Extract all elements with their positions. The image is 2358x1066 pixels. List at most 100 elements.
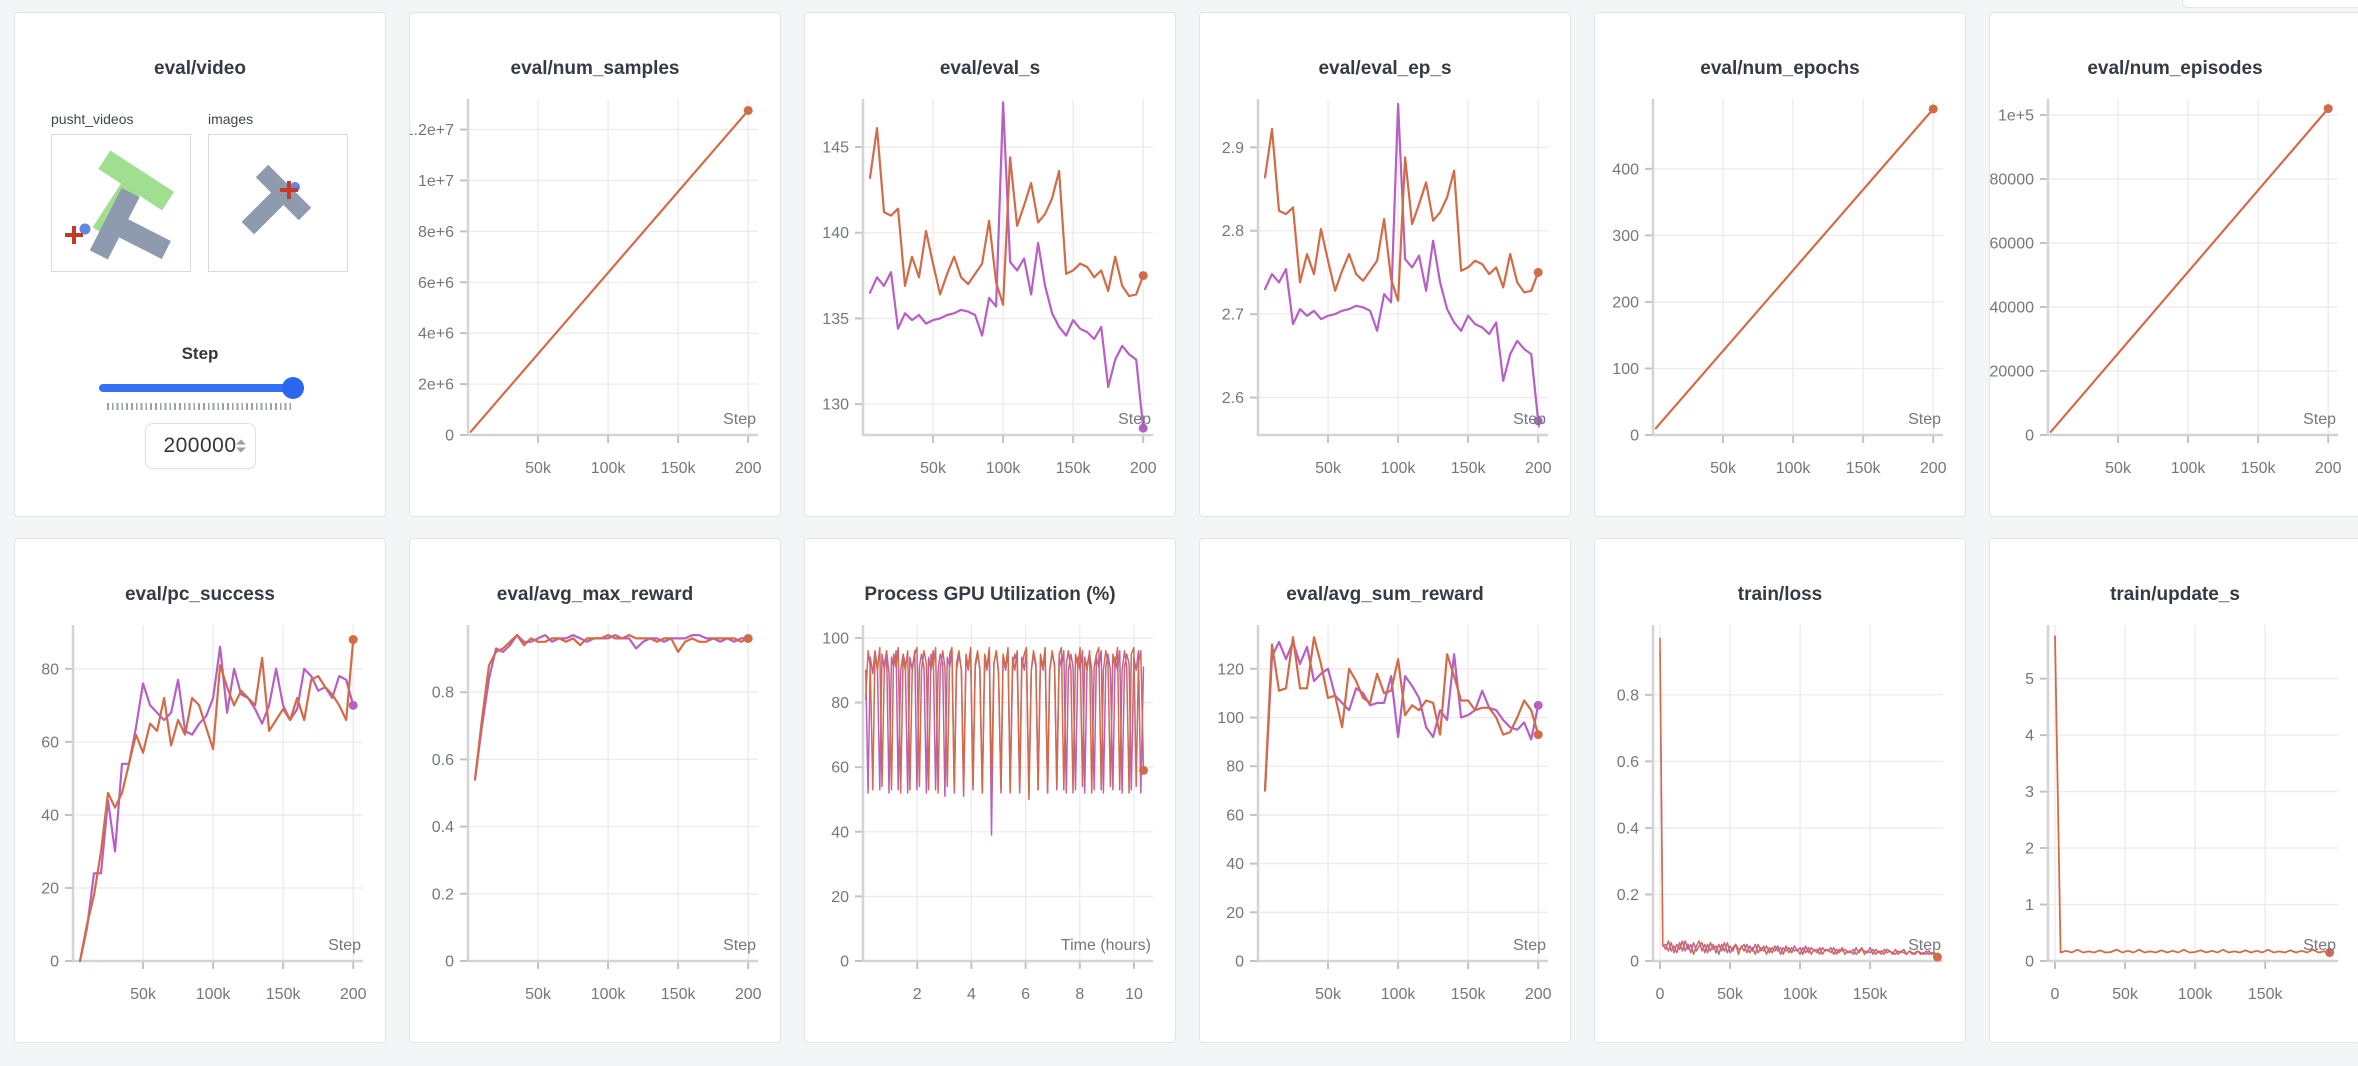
- chart-panel-eval-eval-s[interactable]: eval/eval_s 50k 100k 150k 200 130 135 140 145 Ste…: [804, 12, 1176, 517]
- y-tick-label: 130: [822, 397, 849, 414]
- x-tick-label: 100k: [2171, 460, 2207, 477]
- y-tick-label: 0.2: [1617, 887, 1639, 904]
- x-axis-label: Step: [1513, 937, 1546, 954]
- y-tick-label: 2.7: [1222, 307, 1244, 324]
- y-tick-label: 60: [831, 760, 849, 777]
- y-tick-label: 5: [2025, 671, 2034, 688]
- stepper-up-icon[interactable]: [235, 439, 246, 445]
- slider-ruler: [107, 403, 291, 410]
- chart-canvas[interactable]: 50k 100k 150k 200 0 20000 40000 60000 80000 1e+5 S…: [1990, 83, 2358, 513]
- x-tick-label: 150k: [1056, 460, 1092, 477]
- chart-canvas[interactable]: 50k 100k 150k 200 0 20 40 60 80 100 120 Step: [1200, 609, 1572, 1039]
- y-tick-label: 0.6: [1617, 754, 1639, 771]
- chart-canvas[interactable]: 50k 100k 150k 200 0 100 200 300 400 Step: [1595, 83, 1967, 513]
- media-item-images: images: [208, 111, 348, 272]
- end-marker-orange-run: [1139, 765, 1149, 775]
- y-tick-label: 60: [41, 734, 59, 751]
- x-axis-label: Step: [1118, 411, 1151, 428]
- x-tick-label: 50k: [2105, 460, 2132, 477]
- x-tick-label: 200: [2315, 460, 2342, 477]
- end-marker-orange-run: [743, 105, 753, 115]
- end-marker-orange-run: [2323, 104, 2333, 114]
- chart-panel-eval-avg-max-reward[interactable]: eval/avg_max_reward 50k 100k 150k 200 0 0.2 0.4…: [409, 538, 781, 1043]
- chart-canvas[interactable]: 50k 100k 150k 200 0 2e+6 4e+6 6e+6 8e+6 1e+7 1.2e+…: [410, 83, 782, 513]
- y-tick-label: 1e+5: [1998, 108, 2034, 125]
- y-tick-label: 145: [822, 140, 849, 157]
- slider-track[interactable]: [99, 384, 301, 392]
- y-tick-label: 80000: [1990, 172, 2034, 189]
- end-marker-orange-run: [2325, 948, 2335, 958]
- x-tick-label: 50k: [1315, 986, 1342, 1003]
- y-tick-label: 120: [1217, 661, 1244, 678]
- x-tick-label: 150k: [661, 986, 697, 1003]
- step-slider[interactable]: [15, 376, 385, 400]
- y-tick-label: 0: [2025, 428, 2034, 445]
- stepper-down-icon[interactable]: [235, 447, 246, 453]
- slider-thumb[interactable]: [282, 377, 304, 399]
- x-axis-label: Step: [1908, 937, 1941, 954]
- y-tick-label: 20: [831, 889, 849, 906]
- step-value: 200000: [163, 434, 237, 457]
- chart-panel-eval-num-episodes[interactable]: eval/num_episodes 50k 100k 150k 200 0 20000 400…: [1989, 12, 2358, 517]
- media-panel-eval-video[interactable]: eval/video pusht_videos: [14, 12, 386, 517]
- y-tick-label: 300: [1612, 228, 1639, 245]
- series-orange-run: [864, 646, 1145, 801]
- chart-panel-eval-num-samples[interactable]: eval/num_samples 50k 100k 150k 200 0 2e+6 4e+6 6…: [409, 12, 781, 517]
- chart-canvas[interactable]: 50k 100k 150k 200 130 135 140 145 Step: [805, 83, 1177, 513]
- y-tick-label: 1.2e+7: [410, 122, 454, 139]
- step-slider-label: Step: [181, 344, 219, 363]
- chart-canvas[interactable]: 50k 100k 150k 200 0 0.2 0.4 0.6 0.8 Step: [410, 609, 782, 1039]
- y-tick-label: 135: [822, 311, 849, 328]
- chart-panel-eval-pc-success[interactable]: eval/pc_success 50k 100k 150k 200 0 20 40 60 80 St…: [14, 538, 386, 1043]
- chart-canvas[interactable]: 50k 100k 150k 200 0 20 40 60 80 Step: [15, 609, 387, 1039]
- chart-panel-process-gpu-utilization[interactable]: Process GPU Utilization (%) 2 4 6 8 10 0 20 40 60…: [804, 538, 1176, 1043]
- chart-canvas[interactable]: 0 50k 100k 150k 0 0.2 0.4 0.6 0.8 Step: [1595, 609, 1967, 1039]
- x-tick-label: 100k: [986, 460, 1022, 477]
- y-tick-label: 20: [41, 880, 59, 897]
- x-tick-label: 100k: [1776, 460, 1812, 477]
- x-tick-label: 50k: [1315, 460, 1342, 477]
- series-orange-run: [1263, 127, 1540, 302]
- step-value-input[interactable]: 200000: [144, 423, 256, 469]
- x-tick-label: 100k: [1381, 460, 1417, 477]
- chart-title: eval/avg_sum_reward: [1286, 584, 1484, 605]
- x-axis-label: Step: [1908, 411, 1941, 428]
- y-tick-label: 2.8: [1222, 223, 1244, 240]
- series-orange-run: [473, 634, 750, 781]
- x-tick-label: 150k: [2248, 986, 2284, 1003]
- x-tick-label: 200: [1920, 460, 1947, 477]
- series-orange-run: [2049, 107, 2330, 433]
- x-tick-label: 100k: [591, 986, 627, 1003]
- chart-panel-eval-eval-ep-s[interactable]: eval/eval_ep_s 50k 100k 150k 200 2.6 2.7 2.8 2.9…: [1199, 12, 1571, 517]
- image-thumbnail[interactable]: [208, 134, 348, 272]
- y-tick-label: 40: [41, 807, 59, 824]
- series-purple-run: [1659, 650, 1939, 957]
- chart-panel-train-loss[interactable]: train/loss 0 50k 100k 150k 0 0.2 0.4 0.6 0.8 Step: [1594, 538, 1966, 1043]
- series-purple-run: [1263, 102, 1540, 422]
- y-tick-label: 0: [50, 954, 59, 971]
- x-tick-label: 100k: [2178, 986, 2214, 1003]
- chart-panel-eval-num-epochs[interactable]: eval/num_epochs 50k 100k 150k 200 0 100 200 300 4…: [1594, 12, 1966, 517]
- x-tick-label: 150k: [1846, 460, 1882, 477]
- chart-canvas[interactable]: 50k 100k 150k 200 2.6 2.7 2.8 2.9 Step: [1200, 83, 1572, 513]
- chart-title: eval/avg_max_reward: [496, 584, 694, 605]
- end-marker-orange-run: [1533, 730, 1543, 740]
- series-purple-run: [473, 634, 750, 781]
- chart-title: train/update_s: [2110, 584, 2240, 605]
- y-tick-label: 200: [1612, 294, 1639, 311]
- chart-canvas[interactable]: 0 50k 100k 150k 0 1 2 3 4 5 Step: [1990, 609, 2358, 1039]
- x-tick-label: 50k: [920, 460, 947, 477]
- series-orange-run: [1654, 107, 1935, 430]
- end-marker-purple-run: [1533, 700, 1543, 710]
- y-tick-label: 2e+6: [418, 377, 454, 394]
- panel-grid: eval/video pusht_videos: [14, 12, 2358, 1043]
- y-tick-label: 0.4: [432, 819, 454, 836]
- end-marker-orange-run: [1932, 952, 1942, 962]
- y-tick-label: 0.6: [432, 752, 454, 769]
- y-tick-label: 0: [445, 954, 454, 971]
- chart-panel-train-update-s[interactable]: train/update_s 0 50k 100k 150k 0 1 2 3 4 5 Step: [1989, 538, 2358, 1043]
- video-thumbnail-pusht[interactable]: [51, 134, 191, 272]
- chart-panel-eval-avg-sum-reward[interactable]: eval/avg_sum_reward 50k 100k 150k 200 0 20 40 60…: [1199, 538, 1571, 1043]
- x-axis-label: Step: [723, 937, 756, 954]
